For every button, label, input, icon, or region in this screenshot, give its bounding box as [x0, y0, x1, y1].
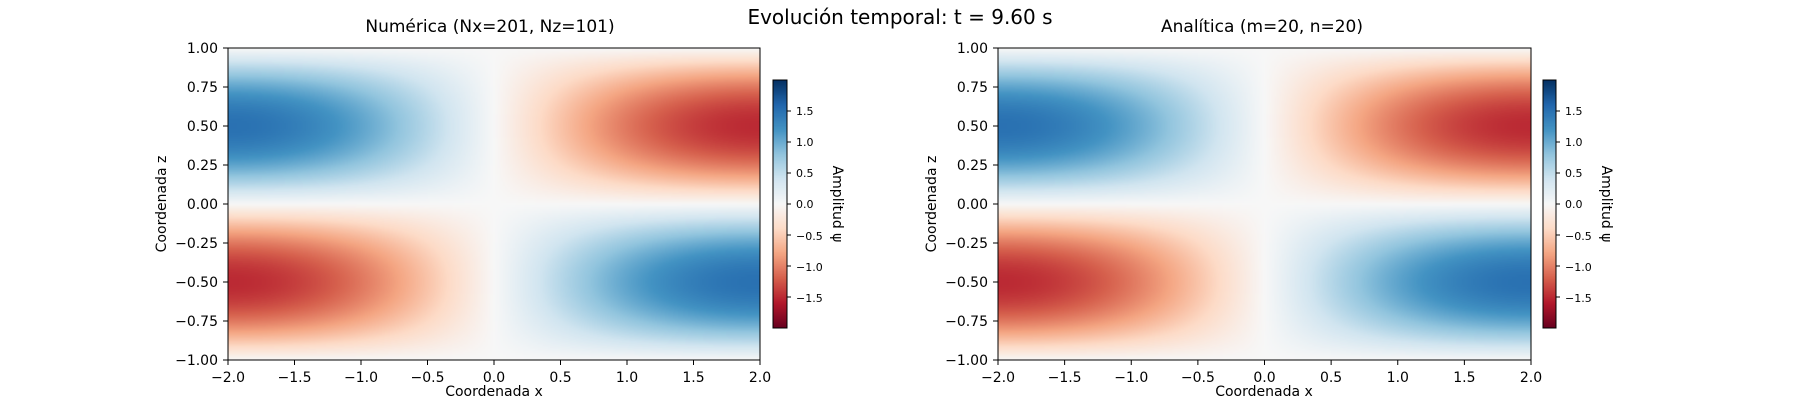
x-tick-label: −1.0 — [1114, 370, 1148, 386]
colorbar-tick-label: 0.5 — [1565, 167, 1583, 180]
x-tick-label: 0.5 — [1320, 370, 1342, 386]
y-tick-label: 0.25 — [957, 158, 988, 174]
colorbar-tick-label: 0.0 — [1565, 198, 1583, 211]
colorbar-tick-label: −1.5 — [796, 292, 823, 305]
y-axis-label: Coordenada z — [924, 156, 940, 253]
y-tick-label: 1.00 — [957, 41, 988, 57]
x-tick-label: −0.5 — [1181, 370, 1215, 386]
x-axis: −2.0 −1.5 −1.0 −0.5 0.0 0.5 1.0 1.5 2.0 … — [981, 360, 1542, 400]
y-tick-label: −0.50 — [175, 275, 218, 291]
panel-numerica: Numérica (Nx=201, Nz=101) −2.0 −1.5 −1.0… — [154, 17, 845, 400]
heatmap-image — [228, 48, 760, 360]
x-tick-label: 0.0 — [1253, 370, 1275, 386]
x-tick-label: −1.0 — [344, 370, 378, 386]
y-tick-label: −0.50 — [945, 275, 988, 291]
x-tick-label: 2.0 — [749, 370, 771, 386]
panel-analitica: Analítica (m=20, n=20) −2.0 −1.5 −1.0 −0… — [924, 17, 1614, 400]
x-tick-label: −1.5 — [278, 370, 312, 386]
x-axis-label: Coordenada x — [1215, 384, 1313, 400]
y-tick-label: −0.75 — [175, 314, 218, 330]
colorbar-gradient — [1543, 80, 1556, 328]
y-tick-label: −0.25 — [175, 236, 218, 252]
colorbar-tick-label: −1.5 — [1565, 292, 1592, 305]
colorbar-tick-label: −0.5 — [796, 230, 823, 243]
panel-title: Numérica (Nx=201, Nz=101) — [365, 17, 614, 37]
colorbar: −1.5 −1.0 −0.5 0.0 0.5 1.0 1.5 Amplitud … — [772, 79, 845, 329]
x-tick-label: 1.5 — [1453, 370, 1475, 386]
y-tick-label: −0.25 — [945, 236, 988, 252]
colorbar-tick-label: −1.0 — [1565, 261, 1592, 274]
colorbar-tick-label: 1.5 — [796, 105, 814, 118]
y-tick-label: 0.75 — [957, 80, 988, 96]
y-tick-label: 0.75 — [187, 80, 218, 96]
colorbar-tick-label: 1.5 — [1565, 105, 1583, 118]
x-tick-label: −1.5 — [1048, 370, 1082, 386]
figure-suptitle: Evolución temporal: t = 9.60 s — [747, 5, 1052, 29]
y-tick-label: 0.00 — [957, 197, 988, 213]
x-tick-label: 1.0 — [616, 370, 638, 386]
colorbar: −1.5 −1.0 −0.5 0.0 0.5 1.0 1.5 Amplitud … — [1542, 79, 1614, 329]
y-tick-label: 0.50 — [187, 119, 218, 135]
y-tick-label: −1.00 — [175, 353, 218, 369]
colorbar-label: Amplitud ψ — [1598, 166, 1614, 243]
x-tick-label: −2.0 — [981, 370, 1015, 386]
y-tick-label: −1.00 — [945, 353, 988, 369]
y-tick-label: −0.75 — [945, 314, 988, 330]
x-axis: −2.0 −1.5 −1.0 −0.5 0.0 0.5 1.0 1.5 2.0 … — [211, 360, 771, 400]
colorbar-tick-label: 1.0 — [796, 136, 814, 149]
y-tick-label: 0.00 — [187, 197, 218, 213]
colorbar-tick-label: −1.0 — [796, 261, 823, 274]
x-tick-label: −2.0 — [211, 370, 245, 386]
x-tick-label: 1.0 — [1387, 370, 1409, 386]
x-tick-label: 0.0 — [483, 370, 505, 386]
x-axis-label: Coordenada x — [445, 384, 543, 400]
y-tick-label: 1.00 — [187, 41, 218, 57]
colorbar-tick-label: −0.5 — [1565, 230, 1592, 243]
colorbar-tick-label: 0.5 — [796, 167, 814, 180]
colorbar-tick-label: 1.0 — [1565, 136, 1583, 149]
y-axis-label: Coordenada z — [154, 156, 170, 253]
panel-title: Analítica (m=20, n=20) — [1161, 17, 1363, 37]
x-tick-label: −0.5 — [411, 370, 445, 386]
colorbar-label: Amplitud ψ — [829, 166, 845, 243]
colorbar-gradient — [773, 80, 787, 328]
y-tick-label: 0.50 — [957, 119, 988, 135]
x-tick-label: 0.5 — [549, 370, 571, 386]
y-axis: −1.00 −0.75 −0.50 −0.25 0.00 0.25 0.50 0… — [154, 41, 228, 369]
y-axis: −1.00 −0.75 −0.50 −0.25 0.00 0.25 0.50 0… — [924, 41, 998, 369]
heatmap-image — [998, 48, 1531, 360]
y-tick-label: 0.25 — [187, 158, 218, 174]
x-tick-label: 2.0 — [1520, 370, 1542, 386]
colorbar-tick-label: 0.0 — [796, 198, 814, 211]
x-tick-label: 1.5 — [682, 370, 704, 386]
